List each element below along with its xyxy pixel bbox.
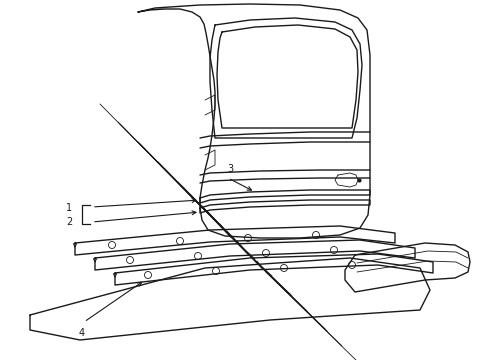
- Text: 1: 1: [66, 203, 72, 213]
- Text: 4: 4: [79, 328, 85, 338]
- Text: 3: 3: [227, 164, 233, 174]
- Text: 2: 2: [66, 217, 72, 227]
